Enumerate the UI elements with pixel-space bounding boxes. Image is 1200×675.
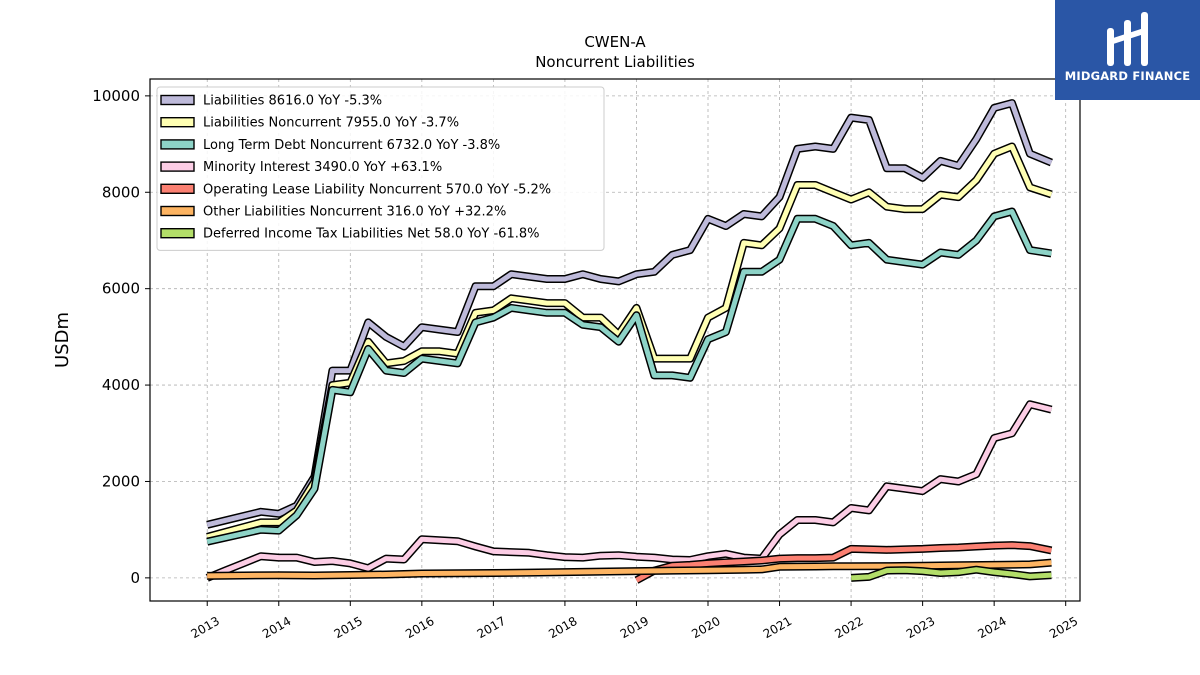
legend-swatch-6 bbox=[160, 227, 195, 239]
legend-label-6: Deferred Income Tax Liabilities Net 58.0… bbox=[203, 227, 539, 242]
legend-swatch-2 bbox=[160, 139, 195, 150]
y-tick-label: 8000 bbox=[102, 183, 140, 201]
x-tick-label: 2017 bbox=[475, 614, 508, 641]
legend-swatch-1 bbox=[160, 116, 195, 128]
x-axis: 2013 2014 2015 2016 2017 2018 2019 2020 2021 2022… bbox=[189, 601, 1080, 641]
series-line-2 bbox=[206, 209, 1052, 545]
plot-frame bbox=[149, 78, 1081, 602]
y-tick-label: 4000 bbox=[102, 376, 140, 394]
legend-swatch-3 bbox=[160, 161, 195, 172]
x-tick-label: 2013 bbox=[189, 614, 222, 641]
series-line-3 bbox=[206, 401, 1052, 581]
legend-label-5: Other Liabilities Noncurrent 316.0 YoY +… bbox=[203, 205, 506, 220]
legend-swatch-0 bbox=[160, 94, 195, 106]
x-tick-label: 2019 bbox=[618, 614, 651, 641]
legend-swatch-4 bbox=[160, 183, 195, 195]
series-line-5 bbox=[207, 560, 1052, 579]
legend: Liabilities 8616.0 YoY -5.3% Liabilities … bbox=[156, 86, 605, 251]
legend-label-3: Minority Interest 3490.0 YoY +63.1% bbox=[203, 160, 442, 175]
series-line-6 bbox=[850, 567, 1052, 581]
legend-label-1: Liabilities Noncurrent 7955.0 YoY -3.7% bbox=[203, 116, 459, 131]
x-tick-label: 2015 bbox=[332, 614, 365, 641]
legend-label-0: Liabilities 8616.0 YoY -5.3% bbox=[203, 94, 382, 109]
series-line-4 bbox=[635, 542, 1052, 583]
series-layer bbox=[205, 99, 1053, 584]
x-tick-label: 2020 bbox=[689, 614, 722, 641]
y-tick-label: 6000 bbox=[102, 280, 140, 298]
y-tick-label: 10000 bbox=[92, 87, 140, 105]
x-tick-label: 2024 bbox=[975, 614, 1008, 641]
x-tick-label: 2023 bbox=[904, 614, 937, 641]
legend-box bbox=[156, 86, 605, 251]
series-line-0 bbox=[206, 100, 1053, 528]
logo-text: MIDGARD FINANCE bbox=[1064, 69, 1191, 83]
midgard-finance-logo: MIDGARD FINANCE bbox=[1055, 0, 1200, 100]
chart-subtitle: Noncurrent Liabilities bbox=[535, 53, 695, 71]
legend-swatch-5 bbox=[160, 205, 195, 217]
y-axis: 0 2000 4000 6000 8000 10000 bbox=[92, 87, 150, 587]
y-tick-label: 2000 bbox=[102, 472, 140, 490]
x-tick-label: 2018 bbox=[546, 614, 579, 641]
legend-label-2: Long Term Debt Noncurrent 6732.0 YoY -3.… bbox=[203, 138, 500, 153]
legend-label-4: Operating Lease Liability Noncurrent 570… bbox=[203, 182, 551, 197]
x-tick-label: 2021 bbox=[761, 614, 794, 641]
x-tick-label: 2022 bbox=[832, 614, 865, 641]
x-tick-label: 2016 bbox=[403, 614, 436, 641]
chart-title: CWEN-A bbox=[584, 33, 646, 51]
y-tick-label: 0 bbox=[130, 569, 140, 587]
x-tick-label: 2014 bbox=[260, 614, 293, 641]
logo-mark-icon bbox=[1107, 12, 1148, 66]
y-axis-label: USDm bbox=[52, 312, 73, 368]
x-tick-label: 2025 bbox=[1047, 614, 1080, 641]
